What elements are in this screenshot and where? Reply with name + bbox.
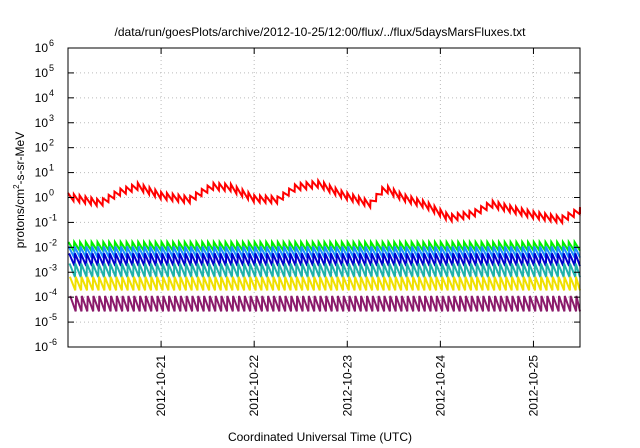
series-line-5	[68, 263, 581, 278]
chart-title: /data/run/goesPlots/archive/2012-10-25/1…	[115, 25, 527, 39]
y-tick-exponent: 0	[49, 188, 54, 198]
y-tick-exponent: 6	[49, 38, 54, 48]
y-tick-label: 10-6	[35, 337, 57, 354]
x-tick-label: 2012-10-22	[247, 355, 261, 417]
data-series	[67, 177, 581, 312]
series-line-6	[68, 276, 581, 291]
y-tick-label: 10-5	[35, 312, 57, 329]
y-axis-label-rest: -s-sr-MeV	[13, 132, 27, 185]
y-tick-exponent: 1	[49, 163, 54, 173]
y-tick-label: 10-1	[35, 212, 57, 229]
x-axis-label: Coordinated Universal Time (UTC)	[228, 430, 412, 444]
y-tick-exponent: 2	[49, 138, 54, 148]
y-tick-label: 100	[35, 188, 54, 205]
y-tick-exponent: -1	[49, 212, 57, 222]
y-axis-label: protons/cm2-s-sr-MeV	[12, 132, 27, 248]
y-tick-labels: 10-610-510-410-310-210-11001011021031041…	[35, 38, 57, 354]
x-tick-label: 2012-10-21	[154, 355, 168, 417]
series-line-1	[67, 177, 581, 226]
y-tick-label: 102	[35, 138, 54, 155]
series-line-7	[69, 295, 581, 312]
y-tick-exponent: -6	[49, 337, 57, 347]
axes	[67, 47, 581, 348]
y-tick-label: 101	[35, 163, 54, 180]
y-tick-label: 105	[35, 63, 54, 80]
y-axis-label-sup: 2	[12, 184, 21, 189]
x-tick-labels: 2012-10-21 2012-10-22 2012-10-23 2012-10-24…	[154, 355, 540, 417]
y-axis-label-base: protons/cm	[13, 189, 27, 248]
y-tick-exponent: -5	[49, 312, 57, 322]
y-tick-exponent: 3	[49, 113, 54, 123]
y-tick-label: 106	[35, 38, 54, 55]
y-tick-label: 10-4	[35, 287, 57, 304]
y-tick-label: 10-3	[35, 262, 57, 279]
y-tick-exponent: -2	[49, 237, 57, 247]
y-tick-exponent: -4	[49, 287, 57, 297]
y-tick-exponent: -3	[49, 262, 57, 272]
x-tick-label: 2012-10-24	[433, 355, 447, 417]
x-tick-label: 2012-10-23	[340, 355, 354, 417]
plot-frame	[67, 47, 581, 348]
x-tick-label: 2012-10-25	[526, 355, 540, 417]
y-tick-label: 103	[35, 113, 54, 130]
y-tick-exponent: 5	[49, 63, 54, 73]
y-tick-label: 10-2	[35, 237, 57, 254]
y-tick-label: 104	[35, 88, 54, 105]
y-tick-exponent: 4	[49, 88, 54, 98]
